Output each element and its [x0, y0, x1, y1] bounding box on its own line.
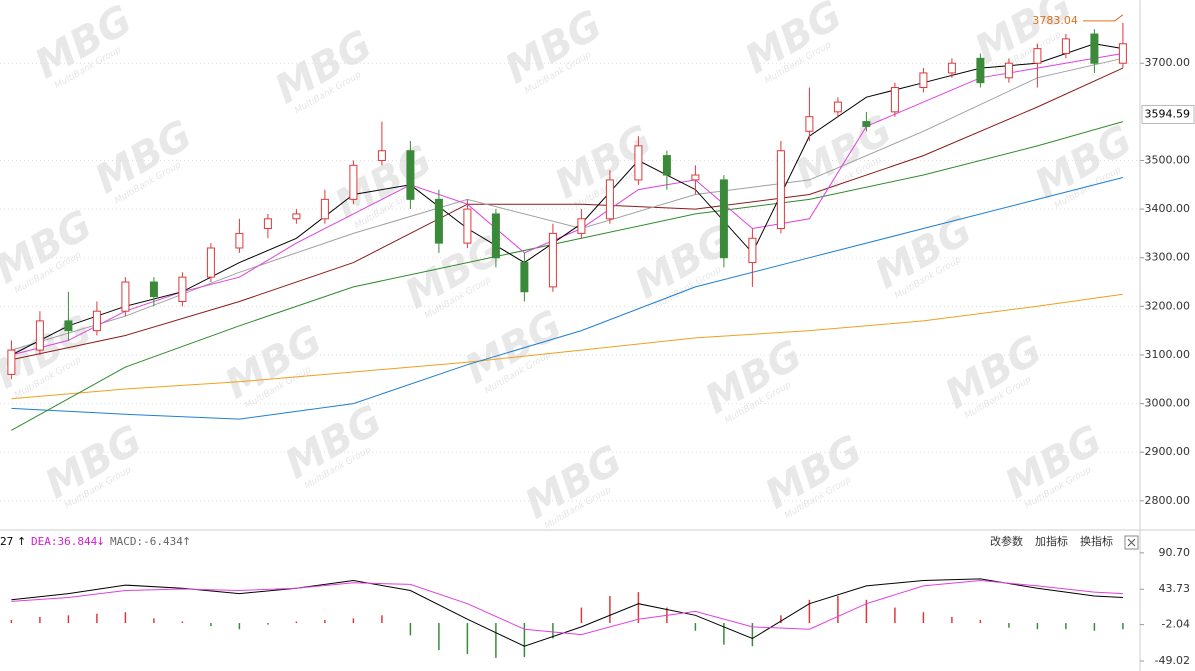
candle-body [206, 247, 215, 278]
candle-body [434, 198, 443, 244]
dif-label: 27 [0, 535, 13, 548]
candle-body [292, 213, 301, 220]
y-tick-label: 3100.00 [1145, 348, 1191, 361]
candle-body [520, 262, 529, 293]
candle-body [1061, 38, 1070, 54]
button[interactable]: 加指标 [1035, 534, 1068, 548]
dea-line [11, 579, 1123, 636]
high-annotation: 3783.04 [1032, 14, 1078, 27]
candle-body [235, 232, 244, 249]
candle-body [406, 150, 415, 200]
candle-body [890, 87, 899, 113]
candle-body [491, 213, 500, 259]
candle-body [377, 150, 386, 161]
close-button[interactable] [1124, 535, 1139, 550]
candle-body [263, 218, 272, 230]
candle-body [121, 281, 130, 312]
candle-body [947, 62, 956, 74]
ma-line [11, 177, 1124, 420]
arrow: ↑ [17, 535, 26, 548]
y-tick-label: 3000.00 [1145, 397, 1191, 410]
ma-line [11, 293, 1123, 400]
candle-body [662, 155, 671, 176]
candle-body [349, 164, 358, 200]
candle-body [691, 174, 700, 181]
candle-body [577, 218, 586, 234]
candle-body [7, 349, 16, 375]
candle-body [719, 179, 728, 259]
candle-body [463, 208, 472, 244]
candle-body [1118, 43, 1127, 64]
candle-body [178, 276, 187, 302]
candle-body [35, 320, 44, 351]
y-tick-label: 3700.00 [1145, 56, 1191, 69]
arrow: ↓ [96, 535, 105, 548]
candle-body [634, 145, 643, 181]
candle-body [776, 150, 785, 230]
candle-body [748, 237, 757, 264]
candle-body [862, 121, 871, 127]
button[interactable]: 换指标 [1080, 534, 1113, 548]
candle-body [976, 57, 985, 84]
price-marker: 3594.59 [1145, 107, 1191, 120]
y-tick-label: 2900.00 [1145, 445, 1191, 458]
dea-label: DEA:36.844 [31, 535, 98, 548]
price-marker-box [1141, 104, 1195, 124]
y-tick-label: 90.70 [1159, 546, 1191, 559]
y-tick-label: 2800.00 [1145, 494, 1191, 507]
ma-line [11, 121, 1124, 431]
ma-line [11, 67, 1124, 361]
candle-body [64, 320, 73, 332]
candle-body [833, 101, 842, 113]
candle-body [1004, 62, 1013, 79]
annotation-arrow [1082, 14, 1124, 22]
candle-body [149, 281, 158, 298]
candle-body [320, 198, 329, 220]
candle-body [1090, 33, 1099, 64]
arrow: ↑ [182, 535, 191, 548]
candle-body [605, 179, 614, 220]
macd-label: MACD:-6.434 [110, 535, 183, 548]
candle-body [92, 310, 101, 332]
candle-body [548, 232, 557, 288]
candle-body [919, 72, 928, 89]
candle-body [1033, 48, 1042, 64]
y-tick-label: -49.02 [1155, 654, 1190, 667]
y-tick-label: 43.73 [1159, 582, 1191, 595]
y-tick-label: -2.04 [1162, 618, 1190, 631]
y-tick-label: 3300.00 [1145, 251, 1191, 264]
candle-body [805, 116, 814, 132]
y-tick-label: 3400.00 [1145, 202, 1191, 215]
button[interactable]: 改参数 [990, 534, 1023, 548]
y-tick-label: 3200.00 [1145, 299, 1191, 312]
y-tick-label: 3500.00 [1145, 153, 1191, 166]
